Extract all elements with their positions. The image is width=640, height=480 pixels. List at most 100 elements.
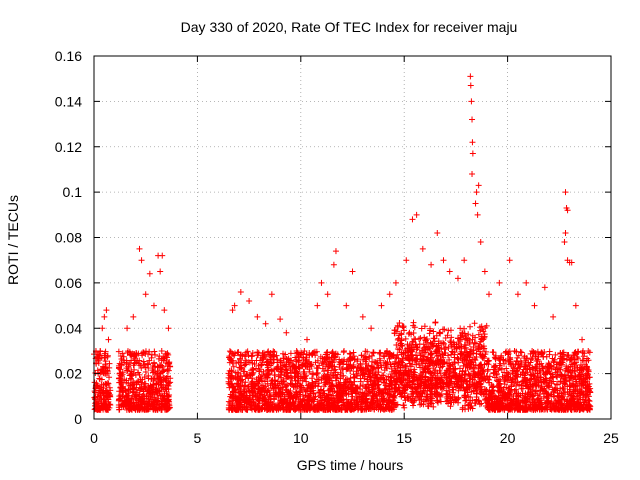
data-point [154,387,161,394]
data-point [280,350,287,357]
data-point [233,402,240,409]
data-point [269,385,276,392]
data-point [248,379,255,386]
data-point [151,375,158,382]
data-point [303,378,310,385]
data-point [246,359,253,366]
data-point [255,352,262,359]
data-point [145,372,152,379]
data-point [103,381,110,388]
data-point [122,398,129,405]
data-point [258,406,265,413]
data-point [154,405,161,412]
data-point [281,371,288,378]
data-point [261,373,268,380]
data-point [153,380,160,387]
data-point [152,351,159,358]
data-point [155,355,162,362]
data-point [102,358,109,365]
data-point [149,385,156,392]
data-point [283,400,290,407]
data-point [138,379,145,386]
data-point [141,374,148,381]
data-point [267,399,274,406]
data-point [225,406,232,413]
data-point [529,355,536,362]
data-point [256,367,263,374]
data-point [271,392,278,399]
data-point [129,388,136,395]
data-point [267,395,274,402]
data-point [263,359,270,366]
data-point [241,382,248,389]
x-tick-label: 0 [90,430,98,446]
data-point [152,388,159,395]
data-point [247,404,254,411]
data-point [267,382,274,389]
data-point [264,367,271,374]
data-point [128,370,135,377]
data-point [160,367,167,374]
data-point [227,356,234,363]
x-tick-label: 5 [194,430,202,446]
data-point [149,367,156,374]
data-point [231,387,238,394]
y-tick-label: 0.14 [55,93,82,109]
data-point [125,364,132,371]
data-point [254,390,261,397]
data-point [103,404,110,411]
data-point [143,406,150,413]
data-point [160,368,167,375]
data-point [159,393,166,400]
data-point [128,376,135,383]
data-point [242,361,249,368]
data-point [138,396,145,403]
data-point [239,406,246,413]
x-tick-label: 10 [293,430,309,446]
data-point [234,369,241,376]
data-point [135,398,142,405]
data-point [278,398,285,405]
data-points [91,73,594,413]
data-point [269,405,276,412]
data-point [259,354,266,361]
data-point [154,391,161,398]
data-point [123,359,130,366]
data-point [250,400,257,407]
data-point [534,356,541,363]
data-point [243,349,250,356]
data-point [162,350,169,357]
data-point [158,362,165,369]
data-point [163,375,170,382]
data-point [115,365,122,372]
data-point [225,370,232,377]
data-point [250,385,257,392]
data-point [126,406,133,413]
data-point [254,402,261,409]
data-point [119,393,126,400]
data-point [148,376,155,383]
data-point [98,376,105,383]
data-point [106,374,113,381]
data-point [250,369,257,376]
data-point [149,382,156,389]
data-point [96,375,103,382]
data-point [160,354,167,361]
y-tick-labels: 00.020.040.060.080.10.120.140.16 [55,48,82,427]
data-point [94,406,101,413]
data-point [255,374,262,381]
data-point [417,364,424,371]
data-point [100,396,107,403]
data-point [260,355,267,362]
data-point [230,395,237,402]
data-point [102,391,109,398]
data-point [260,386,267,393]
data-point [254,349,261,356]
data-point [93,406,100,413]
data-point [135,369,142,376]
data-point [166,398,173,405]
data-point [273,352,280,359]
data-point [145,364,152,371]
data-point [272,372,279,379]
data-point [518,349,525,356]
